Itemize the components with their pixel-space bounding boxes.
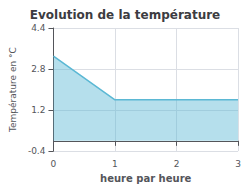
svg-text:0: 0 bbox=[51, 159, 57, 169]
svg-text:2.8: 2.8 bbox=[31, 64, 46, 74]
svg-text:4.4: 4.4 bbox=[31, 23, 46, 33]
svg-text:Température en °C: Température en °C bbox=[8, 47, 18, 133]
svg-text:3: 3 bbox=[235, 159, 241, 169]
svg-text:-0.4: -0.4 bbox=[28, 146, 46, 156]
svg-text:Evolution de la température: Evolution de la température bbox=[30, 8, 221, 22]
svg-text:1.2: 1.2 bbox=[31, 105, 45, 115]
svg-text:2: 2 bbox=[174, 159, 180, 169]
svg-text:heure par heure: heure par heure bbox=[100, 173, 191, 184]
svg-text:1: 1 bbox=[112, 159, 118, 169]
